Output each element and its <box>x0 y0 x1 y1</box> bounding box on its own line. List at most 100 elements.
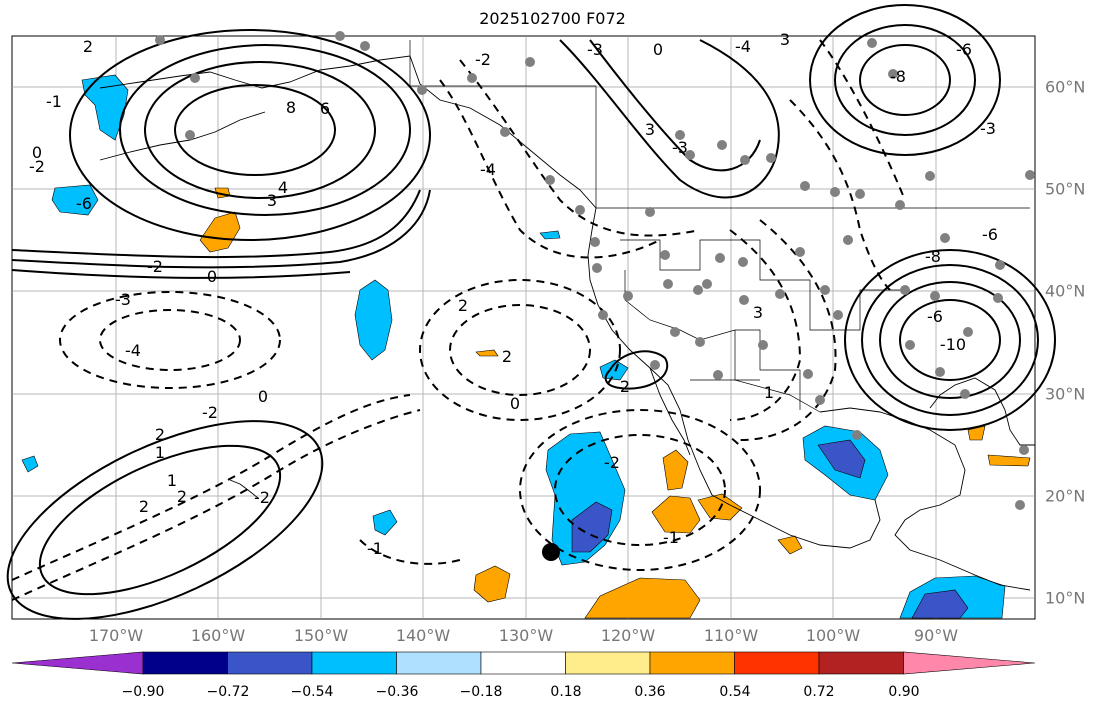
contour-label: 8 <box>286 98 296 117</box>
shade-orange-mex2 <box>651 495 701 534</box>
shade-lightblue-pnw <box>539 230 561 240</box>
shaded-fields <box>21 74 1031 619</box>
contour-east-3 <box>861 264 1039 416</box>
contour-label: -3 <box>587 40 603 59</box>
shade-blue-small1 <box>372 509 398 536</box>
contour-calif <box>604 350 669 390</box>
dashed-contours <box>11 39 906 601</box>
colorbar-segment <box>818 651 904 675</box>
colorbar-tick: 0.54 <box>719 684 751 700</box>
shade-orange-south2 <box>584 577 701 619</box>
colorbar-tick: −0.90 <box>121 684 165 700</box>
coast-westcoast <box>587 207 731 506</box>
shade-orange-2 <box>199 211 241 253</box>
colorbar-tick: −0.54 <box>290 684 334 700</box>
contour-label: 0 <box>207 267 217 286</box>
contour-east-4 <box>844 249 1056 431</box>
colorbar-tick: 0.18 <box>550 684 582 700</box>
lon-label: 100°W <box>805 626 861 645</box>
colorbar-segment <box>649 651 735 675</box>
shade-orange-east2 <box>987 454 1031 467</box>
contour-alaska-3 <box>119 44 411 216</box>
lat-label: 30°N <box>1045 384 1086 404</box>
lat-label: 10°N <box>1045 588 1086 608</box>
shade-blue-small2 <box>21 455 39 473</box>
contour-label: 4 <box>278 178 288 197</box>
contour-alaska-4 <box>69 29 431 241</box>
colorbar-segment <box>903 651 1036 675</box>
contour-hudson-3 <box>809 4 1001 156</box>
coast-mexico <box>729 499 881 549</box>
lon-label: 150°W <box>293 626 349 645</box>
colorbar-segment <box>480 651 566 675</box>
shade-darkblue-se <box>911 589 969 619</box>
coast-alaska <box>99 55 597 209</box>
contour-label: -6 <box>982 225 998 244</box>
contour-east-1 <box>899 299 1001 381</box>
lon-label: 120°W <box>600 626 656 645</box>
contour-label: -10 <box>940 335 966 354</box>
contour-label: 3 <box>753 303 763 322</box>
contour-label: 0 <box>32 143 42 162</box>
contour-hudson-1 <box>859 44 951 116</box>
contour-east-2 <box>879 281 1021 399</box>
map-title: 2025102700 F072 <box>479 9 626 28</box>
contour-label: -1 <box>367 539 383 558</box>
contour-zonal-1 <box>11 189 421 259</box>
contour-label: 2 <box>502 347 512 366</box>
coast-hawaii <box>229 479 259 499</box>
contour-label: -6 <box>956 40 972 59</box>
contour-label: -6 <box>927 307 943 326</box>
contour-label: 3 <box>780 30 790 49</box>
contour-label: -2 <box>604 453 620 472</box>
shade-orange-mex4 <box>777 535 803 555</box>
contour-alaska-1 <box>174 84 336 176</box>
contour-label: -2 <box>202 403 218 422</box>
contour-central-2 <box>819 39 906 201</box>
contour-sw-tropics-1 <box>38 444 282 596</box>
colorbar-segment <box>142 651 228 675</box>
lon-label: 160°W <box>190 626 246 645</box>
contour-label: -2 <box>475 50 491 69</box>
shade-blue-mid <box>354 279 393 361</box>
contour-label: -6 <box>76 194 92 213</box>
contour-label: 2 <box>620 377 630 396</box>
colorbar-tick: −0.72 <box>206 684 250 700</box>
lat-label: 40°N <box>1045 281 1086 301</box>
contour-label: -3 <box>115 290 131 309</box>
colorbar <box>11 651 1036 675</box>
contour-labels: 2 -1 0 -2 -6 4 3 -2 0 -3 -4 2 2 0 -2 2 1… <box>29 30 998 558</box>
contour-label: -4 <box>125 341 141 360</box>
contour-gulf-low-1 <box>449 304 591 396</box>
lat-label: 20°N <box>1045 486 1086 506</box>
lat-label: 50°N <box>1045 179 1086 199</box>
contour-label: 0 <box>653 40 663 59</box>
contour-label: -3 <box>980 119 996 138</box>
contour-rockies-2 <box>739 219 837 441</box>
colorbar-tick: −0.36 <box>375 684 419 700</box>
solid-contours <box>6 4 1056 620</box>
contour-label: 3 <box>645 120 655 139</box>
contour-label: 3 <box>267 191 277 210</box>
contour-label: 1 <box>167 471 177 490</box>
coast-baja <box>649 367 691 456</box>
contour-hudson-2 <box>834 24 976 136</box>
lon-label: 110°W <box>703 626 759 645</box>
contour-label: 0 <box>258 387 268 406</box>
colorbar-tick: 0.36 <box>634 684 666 700</box>
contour-zonal-3 <box>11 269 351 279</box>
shade-orange-mid <box>475 349 499 357</box>
contour-label: -2 <box>147 257 163 276</box>
colorbar-segment <box>734 651 820 675</box>
shade-orange-mex1 <box>662 449 689 491</box>
contour-mexico-2 <box>519 409 761 571</box>
colorbar-tick: 0.90 <box>888 684 920 700</box>
contour-mexico-1 <box>554 434 726 546</box>
contour-label: 0 <box>510 394 520 413</box>
lat-label: 60°N <box>1045 77 1086 97</box>
lon-label: 170°W <box>88 626 144 645</box>
contour-label: -1 <box>46 92 62 111</box>
colorbar-segment <box>227 651 313 675</box>
contour-central-1 <box>789 99 891 291</box>
